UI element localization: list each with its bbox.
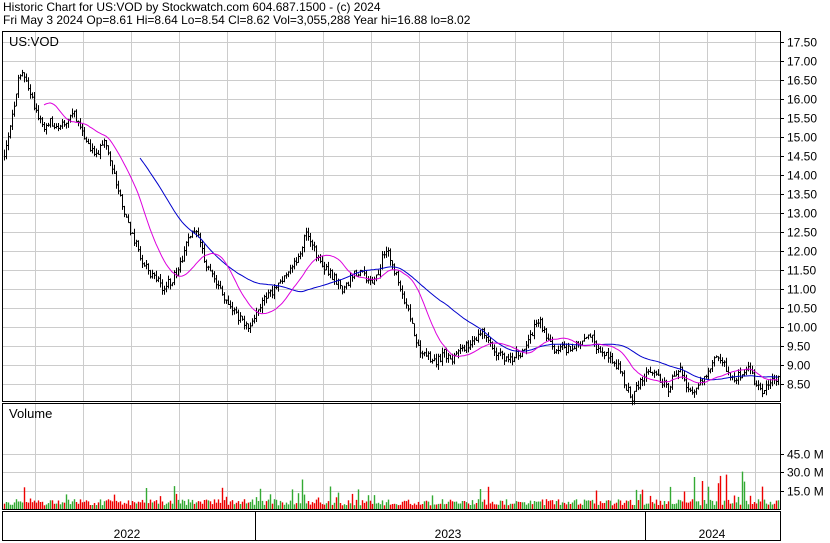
price-tick-label: 15.00 [787, 131, 817, 145]
volume-axis: 45.0 M 30.0 M 15.0 M [780, 448, 824, 499]
date-axis-frame [2, 511, 781, 541]
price-bars [4, 69, 780, 406]
volume-panel-title: Volume [9, 406, 52, 421]
chart-header-line1: Historic Chart for US:VOD by Stockwatch.… [3, 0, 381, 14]
moving-average-short-line [43, 102, 779, 384]
price-tick-label: 10.50 [787, 302, 817, 316]
year-label: 2024 [699, 527, 726, 541]
price-tick-label: 10.00 [787, 321, 817, 335]
price-tick-label: 16.50 [787, 74, 817, 88]
price-tick-label: 14.50 [787, 150, 817, 164]
price-tick-label: 11.00 [787, 283, 816, 297]
moving-average-long-line [139, 157, 779, 381]
price-panel-frame [2, 31, 781, 402]
volume-tick-label: 30.0 M [787, 466, 824, 480]
price-tick-label: 17.50 [787, 36, 817, 50]
year-label: 2022 [114, 527, 141, 541]
date-axis: 2022 2023 2024 [114, 511, 726, 541]
price-tick-label: 9.50 [787, 340, 811, 354]
volume-panel-frame [2, 403, 781, 510]
price-panel-title: US:VOD [9, 34, 59, 49]
year-label: 2023 [435, 527, 462, 541]
price-tick-label: 8.50 [787, 378, 811, 392]
price-tick-label: 13.50 [787, 188, 817, 202]
price-tick-label: 9.00 [787, 359, 811, 373]
price-tick-label: 13.00 [787, 207, 817, 221]
volume-tick-label: 15.0 M [787, 485, 824, 499]
volume-bars [3, 471, 780, 509]
price-tick-label: 14.00 [787, 169, 817, 183]
price-axis: 17.50 17.00 16.50 16.00 15.50 15.00 14.50 14.00… [780, 36, 817, 392]
price-tick-label: 16.00 [787, 93, 817, 107]
chart-header-line2: Fri May 3 2024 Op=8.61 Hi=8.64 Lo=8.54 C… [3, 13, 471, 27]
price-tick-label: 12.50 [787, 226, 817, 240]
price-tick-label: 17.00 [787, 55, 817, 69]
price-tick-label: 15.50 [787, 112, 817, 126]
volume-tick-label: 45.0 M [787, 448, 824, 462]
price-tick-label: 11.50 [787, 264, 816, 278]
price-tick-label: 12.00 [787, 245, 817, 259]
